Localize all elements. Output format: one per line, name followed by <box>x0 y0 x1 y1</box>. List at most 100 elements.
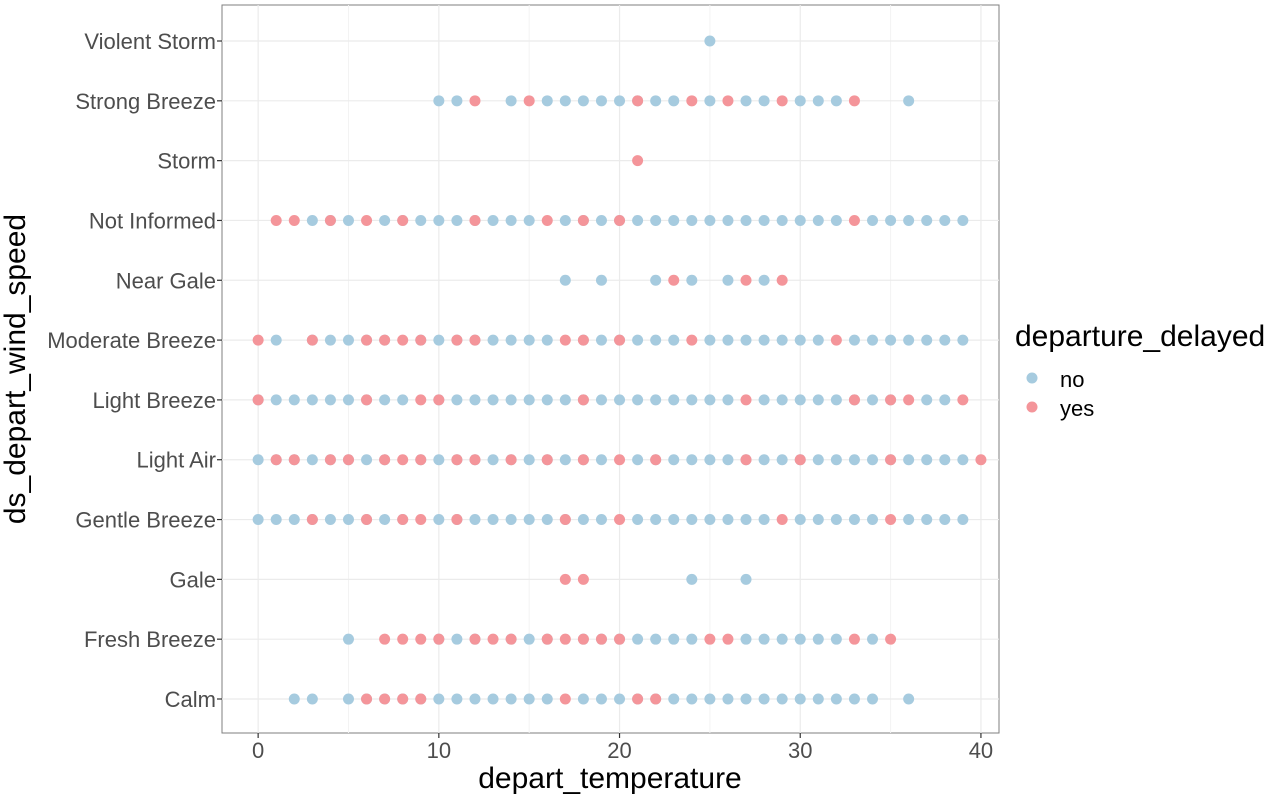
data-point-yes <box>975 454 987 466</box>
data-point-yes <box>469 334 481 346</box>
data-point-no <box>758 693 770 705</box>
data-point-no <box>505 394 517 406</box>
data-point-no <box>668 394 680 406</box>
data-point-no <box>505 214 517 226</box>
data-point-yes <box>541 454 553 466</box>
data-point-yes <box>505 633 517 645</box>
data-point-no <box>523 334 535 346</box>
data-point-no <box>379 214 391 226</box>
x-tick-label: 0 <box>252 738 264 763</box>
legend-label-no: no <box>1060 367 1084 392</box>
data-point-no <box>650 95 662 107</box>
data-point-yes <box>577 454 589 466</box>
data-point-no <box>614 95 626 107</box>
data-point-no <box>830 214 842 226</box>
data-point-no <box>577 693 589 705</box>
data-point-no <box>758 214 770 226</box>
data-point-yes <box>415 633 427 645</box>
data-point-no <box>704 514 716 526</box>
data-point-no <box>433 514 445 526</box>
data-point-no <box>361 454 373 466</box>
data-point-no <box>903 95 915 107</box>
data-point-no <box>324 334 336 346</box>
data-point-no <box>758 633 770 645</box>
data-point-yes <box>668 274 680 286</box>
data-point-no <box>903 514 915 526</box>
data-point-yes <box>632 693 644 705</box>
data-point-no <box>595 95 607 107</box>
data-point-yes <box>379 454 391 466</box>
data-point-no <box>668 95 680 107</box>
data-point-no <box>776 693 788 705</box>
data-point-no <box>270 514 282 526</box>
data-point-no <box>541 334 553 346</box>
data-point-yes <box>577 334 589 346</box>
legend-key-yes <box>1026 401 1038 413</box>
data-point-yes <box>541 633 553 645</box>
data-point-no <box>794 95 806 107</box>
data-point-no <box>740 214 752 226</box>
data-point-yes <box>776 514 788 526</box>
data-point-yes <box>722 633 734 645</box>
data-point-no <box>704 454 716 466</box>
data-point-no <box>957 214 969 226</box>
data-point-no <box>541 693 553 705</box>
data-point-no <box>686 274 698 286</box>
data-point-yes <box>252 334 264 346</box>
data-point-no <box>848 693 860 705</box>
legend-key-no <box>1026 372 1038 384</box>
data-point-yes <box>776 95 788 107</box>
data-point-yes <box>324 454 336 466</box>
data-point-no <box>848 454 860 466</box>
data-point-no <box>867 334 879 346</box>
data-point-no <box>758 454 770 466</box>
data-point-no <box>812 214 824 226</box>
data-point-no <box>722 394 734 406</box>
data-point-yes <box>361 693 373 705</box>
data-point-no <box>686 514 698 526</box>
data-point-no <box>903 693 915 705</box>
data-point-no <box>614 693 626 705</box>
data-point-yes <box>415 334 427 346</box>
data-point-no <box>505 95 517 107</box>
data-point-no <box>812 514 824 526</box>
data-point-no <box>740 95 752 107</box>
y-tick-label: Light Air <box>137 448 217 473</box>
data-point-no <box>270 334 282 346</box>
data-point-no <box>794 633 806 645</box>
data-point-yes <box>614 334 626 346</box>
data-point-yes <box>415 693 427 705</box>
legend-label-yes: yes <box>1060 396 1094 421</box>
data-point-no <box>433 693 445 705</box>
data-point-no <box>379 514 391 526</box>
data-point-no <box>523 214 535 226</box>
data-point-yes <box>342 454 354 466</box>
data-point-no <box>487 514 499 526</box>
data-point-no <box>812 334 824 346</box>
data-point-yes <box>650 693 662 705</box>
y-tick-label: Gale <box>170 567 216 592</box>
data-point-no <box>559 214 571 226</box>
data-point-yes <box>794 454 806 466</box>
data-point-yes <box>776 274 788 286</box>
data-point-yes <box>848 214 860 226</box>
data-point-no <box>469 514 481 526</box>
data-point-no <box>830 95 842 107</box>
data-point-no <box>306 693 318 705</box>
data-point-yes <box>523 95 535 107</box>
data-point-no <box>812 633 824 645</box>
data-point-no <box>595 214 607 226</box>
data-point-yes <box>451 454 463 466</box>
data-point-no <box>903 454 915 466</box>
data-point-no <box>451 214 463 226</box>
data-point-no <box>270 394 282 406</box>
data-point-no <box>415 214 427 226</box>
data-point-no <box>812 693 824 705</box>
data-point-yes <box>830 334 842 346</box>
data-point-no <box>722 334 734 346</box>
data-point-no <box>686 573 698 585</box>
data-point-no <box>812 394 824 406</box>
data-point-no <box>812 95 824 107</box>
data-point-yes <box>469 95 481 107</box>
legend: departure_delayed no yes <box>1015 320 1265 421</box>
